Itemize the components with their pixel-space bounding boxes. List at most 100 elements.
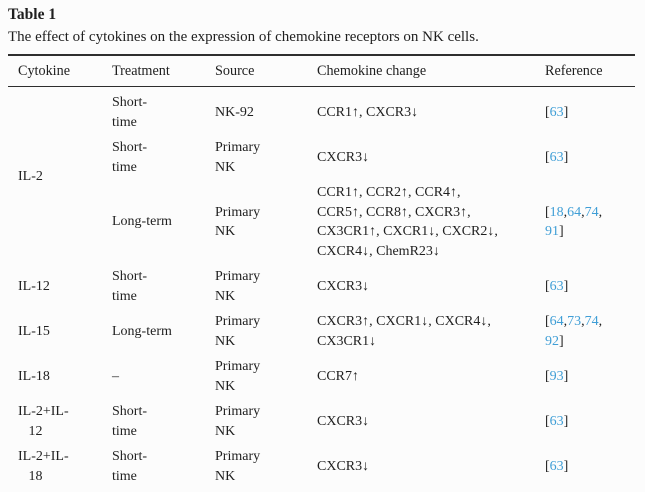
reference-open-bracket: [ <box>545 458 550 474</box>
header-row: Cytokine Treatment Source Chemokine chan… <box>8 55 635 87</box>
reference-link[interactable]: 63 <box>549 104 564 120</box>
reference-open-bracket: [ <box>545 368 550 384</box>
reference-link[interactable]: 74 <box>584 314 599 329</box>
reference-token: 92] <box>545 332 564 352</box>
source-cell: Primary NK <box>215 140 261 175</box>
reference-token: [18, <box>545 203 567 223</box>
reference-link[interactable]: 74 <box>584 204 599 220</box>
reference-token: [93] <box>545 367 568 387</box>
reference-close-bracket: ] <box>559 333 564 349</box>
column-header-cytokine: Cytokine <box>8 55 112 87</box>
reference-open-bracket: [ <box>545 149 550 165</box>
table-row: IL-15 Long-term Primary NK CXCR3↑, CXCR1↓, … <box>8 309 635 354</box>
reference-open-bracket: [ <box>545 204 550 220</box>
reference-cell: [63] <box>545 264 635 309</box>
chemokine-change-cell: CXCR3↓ <box>317 278 370 294</box>
chemokine-change-cell: CXCR3↓ <box>317 149 370 165</box>
treatment-cell: Short- time <box>112 449 147 484</box>
reference-token: 91] <box>545 222 564 242</box>
source-cell: Primary NK <box>215 204 261 240</box>
cytokine-cell: IL-18 <box>18 368 50 384</box>
chemokine-change-cell: CXCR3↑, CXCR1↓, CXCR4↓, CX3CR1↓ <box>317 314 491 349</box>
chemokine-change-cell: CCR1↑, CXCR3↓ <box>317 104 419 120</box>
reference-link[interactable]: 63 <box>549 458 564 474</box>
reference-link[interactable]: 63 <box>549 278 564 294</box>
cytokine-cell: IL-12 <box>18 278 50 294</box>
column-header-reference: Reference <box>545 55 635 87</box>
source-cell: Primary NK <box>215 404 261 439</box>
reference-cell: [18,64,74,91] <box>545 180 635 264</box>
source-cell: Primary NK <box>215 314 261 349</box>
treatment-cell: Short- time <box>112 140 147 175</box>
reference-open-bracket: [ <box>545 413 550 429</box>
cytokine-cell: IL-2 <box>18 169 43 185</box>
reference-open-bracket: [ <box>545 278 550 294</box>
chemokine-change-cell: CCR7↑ <box>317 368 360 384</box>
chemokine-change-cell: CCR1↑, CCR2↑, CCR4↑, CCR5↑, CCR8↑, CXCR3… <box>317 185 498 259</box>
column-header-treatment: Treatment <box>112 55 215 87</box>
reference-link[interactable]: 93 <box>549 368 564 384</box>
reference-close-bracket: ] <box>559 224 564 239</box>
reference-open-bracket: [ <box>545 104 550 120</box>
treatment-cell: Short- time <box>112 95 147 130</box>
reference-link[interactable]: 92 <box>545 333 559 349</box>
reference-separator: , <box>563 204 568 220</box>
reference-close-bracket: ] <box>563 413 569 429</box>
table-caption: The effect of cytokines on the expressio… <box>8 29 479 45</box>
reference-link[interactable]: 63 <box>549 413 564 429</box>
reference-separator: , <box>563 314 568 329</box>
reference-cell: [63] <box>545 444 635 492</box>
source-cell: NK-92 <box>215 104 254 120</box>
reference-token: 73, <box>567 312 585 332</box>
reference-token: [63] <box>545 148 568 168</box>
reference-token: [63] <box>545 412 568 432</box>
table-row: Short- time Primary NK CXCR3↓ [63] <box>8 135 635 180</box>
reference-link[interactable]: 63 <box>549 149 564 165</box>
table-row: IL-12 Short- time Primary NK CXCR3↓ [63] <box>8 264 635 309</box>
reference-close-bracket: ] <box>563 368 569 384</box>
reference-separator: , <box>598 204 603 220</box>
chemokine-change-cell: CXCR3↓ <box>317 413 370 429</box>
reference-close-bracket: ] <box>563 149 569 165</box>
cytokine-cell: IL-15 <box>18 323 50 339</box>
column-header-source: Source <box>215 55 317 87</box>
table-row: IL-2+IL- 12 Short- time Primary NK CXCR3↓ [6… <box>8 399 635 444</box>
reference-separator: , <box>598 314 603 329</box>
reference-close-bracket: ] <box>563 458 569 474</box>
reference-token: 74, <box>585 312 603 332</box>
reference-token: [63] <box>545 103 568 123</box>
reference-close-bracket: ] <box>563 278 569 294</box>
table-row: IL-2+IL- 18 Short- time Primary NK CXCR3↓ [6… <box>8 444 635 492</box>
reference-link[interactable]: 64 <box>549 314 564 329</box>
reference-open-bracket: [ <box>545 314 550 329</box>
reference-cell: [63] <box>545 87 635 136</box>
reference-cell: [93] <box>545 354 635 399</box>
reference-token: [63] <box>545 457 568 477</box>
reference-token: 64, <box>567 203 585 223</box>
table-row: IL-18 – Primary NK CCR7↑ [93] <box>8 354 635 399</box>
source-cell: Primary NK <box>215 359 261 394</box>
table-row: Long-term Primary NK CCR1↑, CCR2↑, CCR4↑, … <box>8 180 635 264</box>
reference-cell: [63] <box>545 399 635 444</box>
column-header-chemokine-change: Chemokine change <box>317 55 545 87</box>
treatment-cell: Long-term <box>112 323 172 339</box>
treatment-cell: Short- time <box>112 404 147 439</box>
reference-close-bracket: ] <box>563 104 569 120</box>
reference-link[interactable]: 73 <box>567 314 582 329</box>
reference-cell: [64,73,74,92] <box>545 309 635 354</box>
reference-link[interactable]: 91 <box>545 224 559 239</box>
cytokine-cell: IL-2+IL- 18 <box>18 449 69 484</box>
treatment-cell: Long-term <box>112 214 172 230</box>
reference-separator: , <box>581 204 585 220</box>
cytokine-chemokine-table: Cytokine Treatment Source Chemokine chan… <box>8 54 635 492</box>
reference-token: [64, <box>545 312 567 332</box>
table-label: Table 1 <box>8 6 57 23</box>
treatment-cell: Short- time <box>112 269 147 304</box>
reference-cell: [63] <box>545 135 635 180</box>
chemokine-change-cell: CXCR3↓ <box>317 458 370 474</box>
reference-link[interactable]: 18 <box>549 204 564 220</box>
table-row: IL-2 Short- time NK-92 CCR1↑, CXCR3↓ [63] <box>8 87 635 184</box>
reference-token: 74, <box>585 203 603 223</box>
reference-link[interactable]: 64 <box>567 204 582 220</box>
